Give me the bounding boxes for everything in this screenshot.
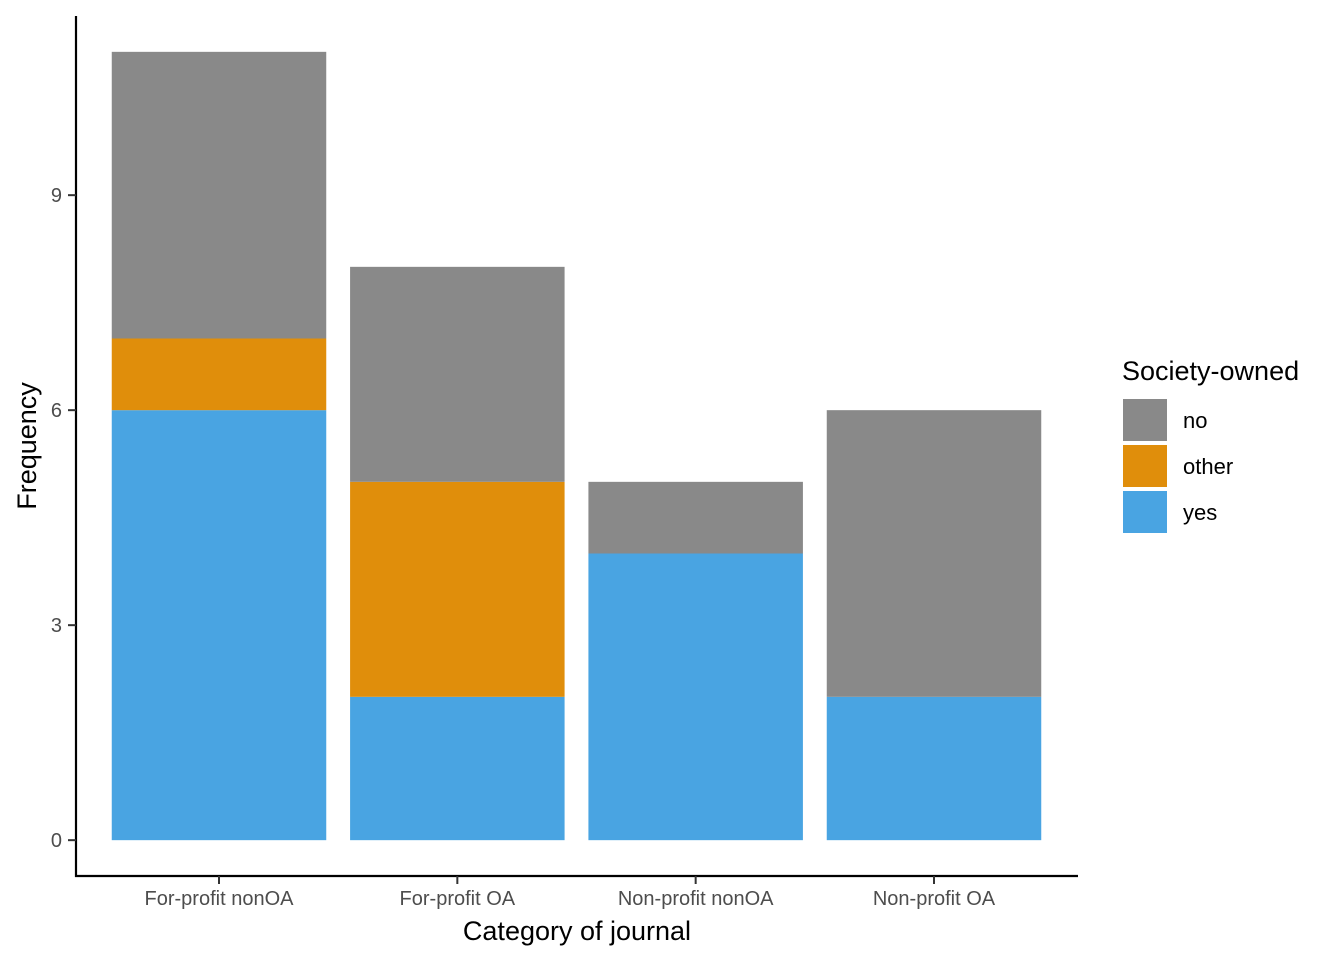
x-ticks: For-profit nonOA For-profit OA Non-profit … (145, 876, 996, 910)
axes-layer (74, 16, 1078, 878)
legend-key-yes (1123, 491, 1167, 533)
legend-label-other: other (1183, 454, 1233, 479)
y-tick-label: 6 (51, 400, 62, 422)
bar-for-profit-nonoa-yes (111, 410, 327, 841)
x-tick-label: For-profit nonOA (145, 888, 295, 910)
y-tick-label: 3 (51, 615, 62, 637)
y-tick-label: 9 (51, 185, 62, 207)
x-tick-label: Non-profit OA (873, 888, 996, 910)
bar-non-profit-oa-yes (826, 696, 1042, 841)
x-tick-label: Non-profit nonOA (618, 888, 774, 910)
y-axis-title: Frequency (12, 382, 42, 510)
legend-label-no: no (1183, 408, 1207, 433)
x-tick-label: For-profit OA (400, 888, 516, 910)
bar-non-profit-nonoa-yes (588, 553, 803, 841)
legend-key-no (1123, 399, 1167, 441)
bars-layer (111, 51, 1042, 841)
y-ticks: 0 3 6 9 (51, 185, 76, 852)
bar-for-profit-oa-no (350, 266, 565, 482)
x-axis-title: Category of journal (463, 916, 691, 946)
legend-title: Society-owned (1122, 356, 1299, 386)
legend-label-yes: yes (1183, 500, 1217, 525)
bar-for-profit-oa-other (350, 481, 565, 697)
bar-non-profit-nonoa-no (588, 481, 803, 554)
legend-key-other (1123, 445, 1167, 487)
y-tick-label: 0 (51, 830, 62, 852)
bar-non-profit-oa-no (826, 410, 1042, 697)
legend: Society-owned no other yes (1122, 356, 1299, 533)
bar-for-profit-oa-yes (350, 696, 565, 841)
bar-for-profit-nonoa-no (111, 51, 327, 339)
bar-for-profit-nonoa-other (111, 338, 327, 411)
